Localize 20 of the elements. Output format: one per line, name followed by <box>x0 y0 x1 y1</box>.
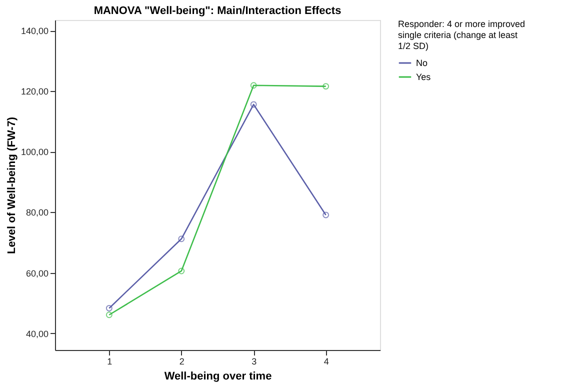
legend-label: Yes <box>416 72 432 82</box>
y-tick-label: 60,00 <box>26 268 48 278</box>
x-tick-label: 1 <box>107 356 112 366</box>
legend-label: No <box>416 58 428 68</box>
y-axis-title: Level of Well-being (FW-7) <box>6 116 18 254</box>
y-tick-label: 100,00 <box>20 147 48 158</box>
x-tick-label: 2 <box>179 356 184 366</box>
point <box>178 236 185 242</box>
point <box>178 268 185 274</box>
y-tick-label: 80,00 <box>26 208 48 218</box>
legend-title: Responder: 4 or more improved single criteria (change at least 1/2 SD) <box>398 19 526 51</box>
point <box>250 82 257 89</box>
x-tick-label: 3 <box>252 356 257 366</box>
y-tick-label: 40,00 <box>26 328 48 339</box>
point <box>250 101 257 108</box>
chart-title: MANOVA "Well-being": Main/Interaction Effects <box>94 5 342 17</box>
x-axis-title: Well-being over time <box>164 370 272 382</box>
y-tick-label: 120,00 <box>20 86 48 97</box>
y-tick-label: 140,00 <box>20 26 48 36</box>
x-tick-label: 4 <box>324 356 329 366</box>
